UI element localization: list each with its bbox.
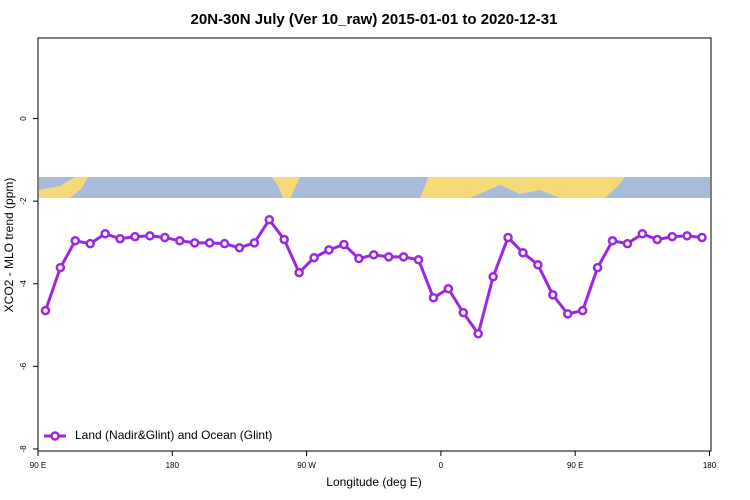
point xyxy=(309,252,319,263)
point xyxy=(294,267,304,278)
point xyxy=(369,250,379,260)
point xyxy=(518,248,528,258)
point xyxy=(40,305,51,316)
y-axis-label: XCO2 - MLO trend (ppm) xyxy=(2,178,16,313)
y-tick-label: -6 xyxy=(19,362,28,370)
point xyxy=(622,238,633,249)
point xyxy=(533,259,543,270)
point xyxy=(279,234,289,245)
point xyxy=(577,305,588,316)
legend-marker xyxy=(50,431,60,441)
point xyxy=(145,231,155,241)
point xyxy=(562,309,573,319)
point xyxy=(264,214,275,225)
point xyxy=(682,231,692,241)
point xyxy=(55,262,66,273)
point xyxy=(592,262,603,273)
x-axis-label: Longitude (deg E) xyxy=(326,475,421,489)
point xyxy=(548,290,558,300)
point xyxy=(667,231,677,242)
point xyxy=(85,238,95,249)
x-tick-label: 180 xyxy=(166,461,180,470)
point xyxy=(234,243,245,253)
point xyxy=(488,271,498,282)
plot-frame xyxy=(37,37,712,452)
map-strip xyxy=(39,177,710,198)
point xyxy=(503,232,513,243)
point xyxy=(354,253,364,264)
point xyxy=(652,234,663,245)
x-tick-label: 0 xyxy=(439,461,444,470)
point xyxy=(428,293,439,303)
y-tick-label: 0 xyxy=(19,116,28,121)
point xyxy=(189,238,200,248)
point xyxy=(413,255,424,265)
point xyxy=(160,232,170,243)
y-tick-label: -2 xyxy=(19,197,28,205)
x-tick-label: 180 xyxy=(703,461,717,470)
point xyxy=(383,252,394,262)
point xyxy=(637,229,648,239)
point xyxy=(324,245,334,255)
point xyxy=(249,238,260,248)
point xyxy=(100,229,110,239)
point xyxy=(175,236,185,246)
point xyxy=(130,231,140,242)
line xyxy=(44,217,703,338)
point xyxy=(607,236,618,246)
point xyxy=(458,307,469,318)
point xyxy=(473,328,483,339)
y-tick-label: -8 xyxy=(19,445,28,453)
point xyxy=(398,252,409,262)
point xyxy=(70,236,81,246)
x-tick-label: 90 E xyxy=(30,461,46,470)
point xyxy=(697,232,707,243)
chart-title: 20N-30N July (Ver 10_raw) 2015-01-01 to … xyxy=(191,11,558,28)
x-tick-label: 90 E xyxy=(567,461,583,470)
point xyxy=(115,233,125,244)
point xyxy=(219,238,230,249)
x-tick-label: 90 W xyxy=(297,461,316,470)
legend-label: Land (Nadir&Glint) and Ocean (Glint) xyxy=(75,428,272,442)
point xyxy=(204,238,215,248)
y-tick-label: -4 xyxy=(19,280,28,288)
point xyxy=(339,239,349,250)
point xyxy=(443,283,454,294)
